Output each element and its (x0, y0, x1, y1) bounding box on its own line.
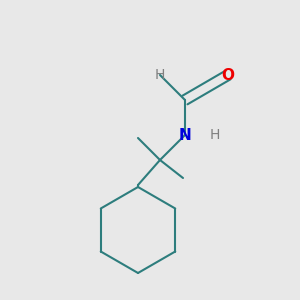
Text: H: H (155, 68, 165, 82)
Text: N: N (178, 128, 191, 142)
Text: H: H (210, 128, 220, 142)
Text: O: O (221, 68, 235, 82)
